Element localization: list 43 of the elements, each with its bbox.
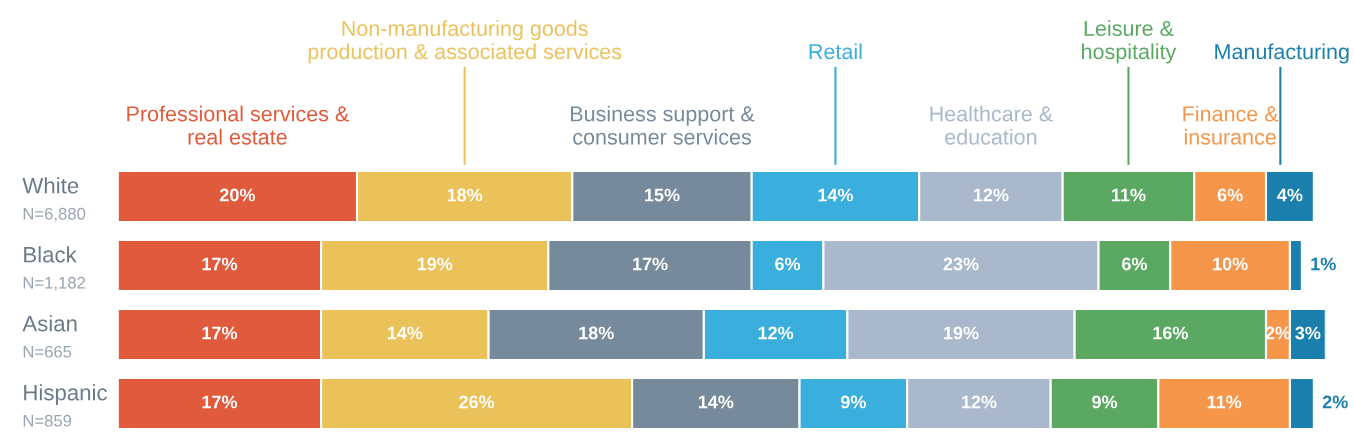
text: Non-manufacturing goods production & associated services bbox=[308, 20, 622, 64]
data-label: 17% bbox=[202, 326, 238, 340]
series-label: Business support & consumer services bbox=[571, 105, 755, 145]
data-label: 3% bbox=[1295, 326, 1321, 340]
series-label: Professional services & real estate bbox=[127, 105, 349, 145]
data-label: 6% bbox=[775, 257, 801, 271]
data-label: 1% bbox=[1311, 257, 1336, 271]
data-label: 12% bbox=[973, 188, 1009, 202]
data-label: 17% bbox=[202, 395, 238, 409]
data-label: 9% bbox=[1092, 395, 1118, 409]
text: Retail bbox=[809, 43, 862, 60]
data-label: 12% bbox=[758, 326, 794, 340]
data-label: 23% bbox=[943, 257, 979, 271]
data-label: 26% bbox=[459, 395, 495, 409]
data-label: 14% bbox=[818, 188, 854, 202]
y-tick-label: Asian N=665 bbox=[22, 315, 77, 358]
text: Leisure & hospitality bbox=[1082, 20, 1177, 64]
data-label: 9% bbox=[840, 395, 866, 409]
data-label: 17% bbox=[633, 257, 668, 271]
series-label: Finance & insurance bbox=[1183, 105, 1279, 145]
data-label: 14% bbox=[387, 326, 423, 340]
data-label: 11% bbox=[1207, 395, 1242, 409]
data-label: 6% bbox=[1217, 188, 1243, 202]
series-label: Healthcare & education bbox=[930, 105, 1053, 145]
data-label: 4% bbox=[1277, 188, 1303, 202]
data-label: 14% bbox=[698, 395, 734, 409]
text: Manufacturing bbox=[1215, 43, 1349, 64]
data-label: 18% bbox=[447, 188, 483, 202]
data-label: 2% bbox=[1322, 395, 1348, 409]
data-label: 20% bbox=[219, 188, 255, 202]
data-label: 6% bbox=[1122, 257, 1147, 271]
data-label: 17% bbox=[202, 257, 238, 271]
data-label: 18% bbox=[579, 326, 614, 340]
y-tick-label: White N=6,880 bbox=[22, 177, 86, 222]
data-label: 12% bbox=[962, 395, 997, 409]
data-label: 19% bbox=[417, 257, 453, 271]
data-label: 15% bbox=[645, 188, 680, 202]
data-label: 16% bbox=[1153, 326, 1188, 340]
y-tick-label: Black N=1,182 bbox=[23, 246, 86, 291]
data-label: 19% bbox=[944, 326, 979, 340]
data-label: 11% bbox=[1112, 188, 1146, 202]
data-label: 10% bbox=[1213, 257, 1248, 271]
y-tick-label: Hispanic N=859 bbox=[23, 384, 107, 427]
